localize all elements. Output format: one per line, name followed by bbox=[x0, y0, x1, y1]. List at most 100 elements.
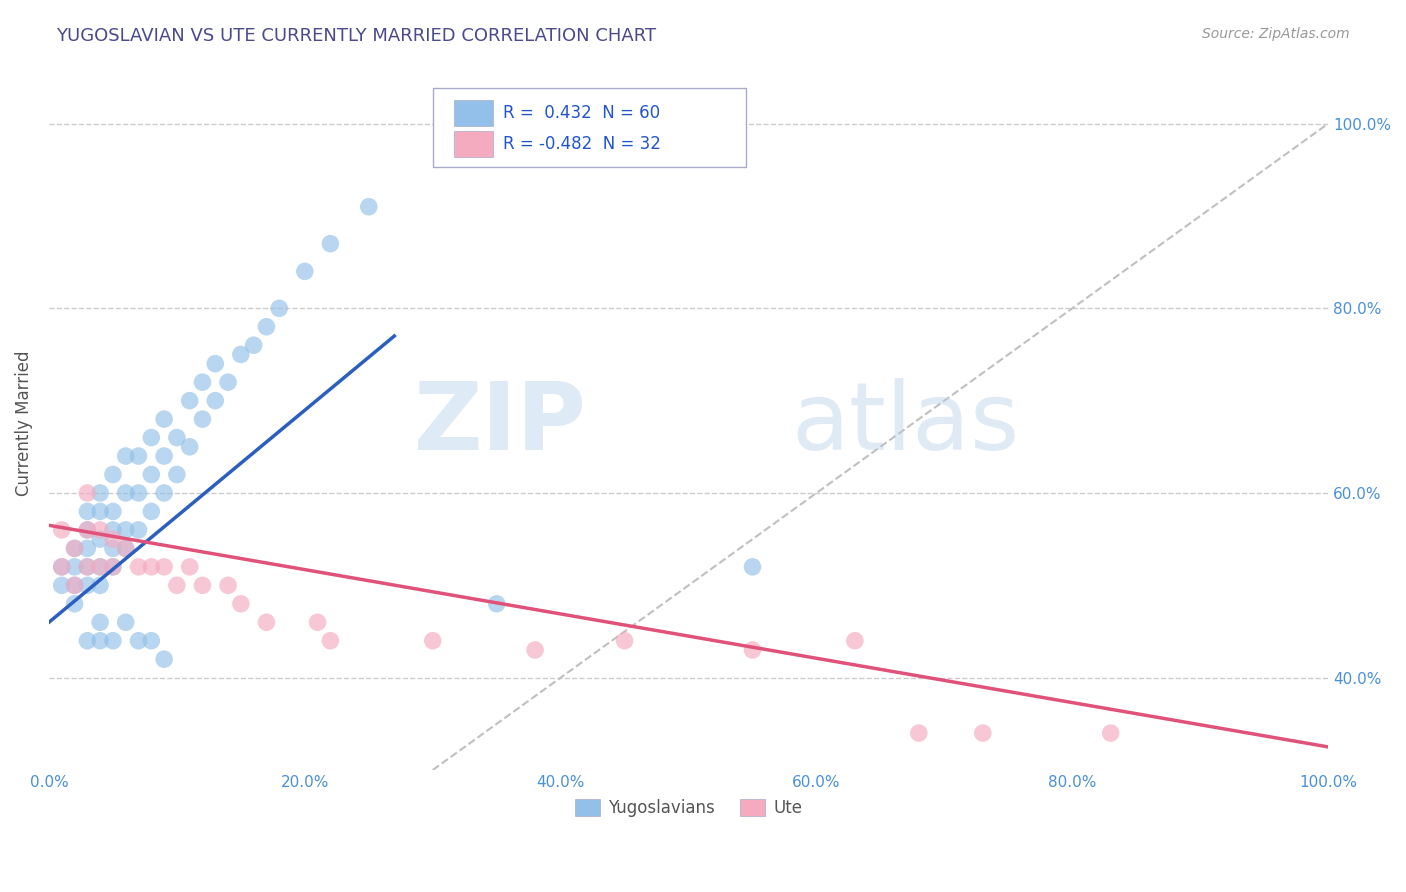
Text: ZIP: ZIP bbox=[413, 377, 586, 470]
Point bbox=[63, 597, 86, 611]
Point bbox=[76, 541, 98, 556]
Point bbox=[844, 633, 866, 648]
Point bbox=[89, 615, 111, 630]
Point bbox=[242, 338, 264, 352]
Point bbox=[128, 449, 150, 463]
Point bbox=[741, 643, 763, 657]
Point bbox=[153, 652, 176, 666]
Point bbox=[217, 375, 239, 389]
Point bbox=[51, 578, 73, 592]
Point bbox=[191, 375, 214, 389]
Point bbox=[101, 523, 124, 537]
Point bbox=[76, 633, 98, 648]
Point bbox=[294, 264, 316, 278]
Point bbox=[76, 559, 98, 574]
Point bbox=[114, 486, 136, 500]
Point bbox=[63, 559, 86, 574]
Point bbox=[101, 467, 124, 482]
Point bbox=[269, 301, 291, 316]
Point bbox=[141, 467, 163, 482]
Point bbox=[153, 449, 176, 463]
Point bbox=[101, 559, 124, 574]
Point bbox=[89, 633, 111, 648]
Point bbox=[357, 200, 380, 214]
Point bbox=[1215, 828, 1237, 842]
Point bbox=[179, 440, 201, 454]
Point bbox=[907, 726, 929, 740]
Point bbox=[141, 431, 163, 445]
Point bbox=[141, 504, 163, 518]
Text: Source: ZipAtlas.com: Source: ZipAtlas.com bbox=[1202, 27, 1350, 41]
Point bbox=[191, 412, 214, 426]
Point bbox=[114, 615, 136, 630]
Point bbox=[741, 559, 763, 574]
Point bbox=[101, 633, 124, 648]
Point bbox=[179, 559, 201, 574]
Point bbox=[76, 578, 98, 592]
Point bbox=[63, 541, 86, 556]
Point bbox=[128, 523, 150, 537]
Point bbox=[89, 486, 111, 500]
Point bbox=[101, 532, 124, 546]
Point bbox=[89, 504, 111, 518]
Bar bbox=[454, 131, 494, 157]
Point bbox=[166, 431, 188, 445]
Point bbox=[114, 541, 136, 556]
Text: atlas: atlas bbox=[792, 377, 1019, 470]
Point bbox=[101, 559, 124, 574]
Point bbox=[422, 633, 444, 648]
Point bbox=[101, 504, 124, 518]
Point bbox=[141, 633, 163, 648]
Point bbox=[254, 615, 277, 630]
Point bbox=[1099, 726, 1122, 740]
Point bbox=[229, 347, 252, 361]
Text: R =  0.432  N = 60: R = 0.432 N = 60 bbox=[503, 103, 661, 122]
Point bbox=[51, 559, 73, 574]
Point bbox=[51, 559, 73, 574]
Point bbox=[76, 523, 98, 537]
Point bbox=[89, 559, 111, 574]
Point bbox=[76, 486, 98, 500]
Point bbox=[141, 559, 163, 574]
Point bbox=[76, 559, 98, 574]
Point bbox=[229, 597, 252, 611]
Text: R = -0.482  N = 32: R = -0.482 N = 32 bbox=[503, 135, 661, 153]
Point bbox=[128, 633, 150, 648]
Point bbox=[63, 578, 86, 592]
Point bbox=[153, 412, 176, 426]
Point bbox=[76, 504, 98, 518]
Point bbox=[114, 541, 136, 556]
Point bbox=[63, 541, 86, 556]
Point bbox=[166, 578, 188, 592]
Point bbox=[217, 578, 239, 592]
Point bbox=[101, 541, 124, 556]
Y-axis label: Currently Married: Currently Married bbox=[15, 351, 32, 497]
Point bbox=[114, 523, 136, 537]
Point bbox=[76, 523, 98, 537]
Bar bbox=[454, 100, 494, 126]
Legend: Yugoslavians, Ute: Yugoslavians, Ute bbox=[568, 792, 808, 824]
Point bbox=[307, 615, 329, 630]
Point bbox=[613, 633, 636, 648]
Point bbox=[89, 532, 111, 546]
Point bbox=[114, 449, 136, 463]
Point bbox=[204, 393, 226, 408]
Point bbox=[89, 523, 111, 537]
Point bbox=[166, 467, 188, 482]
Point bbox=[191, 578, 214, 592]
Point bbox=[319, 633, 342, 648]
Point bbox=[89, 578, 111, 592]
Point bbox=[51, 523, 73, 537]
FancyBboxPatch shape bbox=[433, 87, 747, 168]
Point bbox=[153, 559, 176, 574]
Point bbox=[153, 486, 176, 500]
Text: YUGOSLAVIAN VS UTE CURRENTLY MARRIED CORRELATION CHART: YUGOSLAVIAN VS UTE CURRENTLY MARRIED COR… bbox=[56, 27, 657, 45]
Point bbox=[63, 578, 86, 592]
Point bbox=[204, 357, 226, 371]
Point bbox=[972, 726, 994, 740]
Point bbox=[524, 643, 547, 657]
Point bbox=[319, 236, 342, 251]
Point bbox=[485, 597, 508, 611]
Point bbox=[128, 559, 150, 574]
Point bbox=[89, 559, 111, 574]
